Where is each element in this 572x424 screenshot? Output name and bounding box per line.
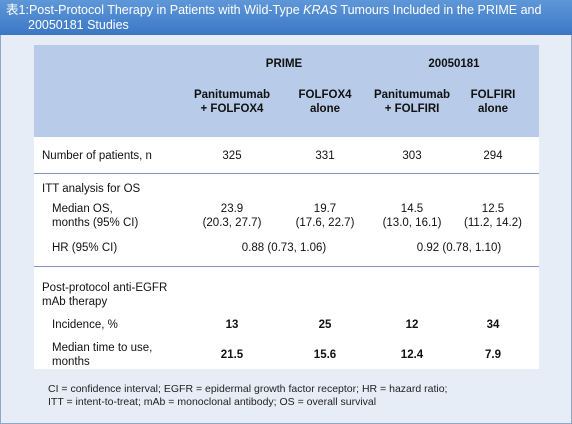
row-label-post-protocol: Post-protocol anti-EGFR mAb therapy	[42, 282, 168, 308]
cell-patients-3: 303	[402, 150, 422, 162]
title-prefix: 表1:	[6, 3, 29, 17]
table-title: 表1:Post-Protocol Therapy in Patients wit…	[6, 3, 566, 33]
table-header	[34, 45, 539, 137]
table-footnote: CI = confidence interval; EGFR = epiderm…	[48, 383, 448, 408]
row-label-hr: HR (95% CI)	[52, 242, 118, 254]
title-bar: 表1:Post-Protocol Therapy in Patients wit…	[0, 0, 572, 35]
cell-incidence-1: 13	[225, 319, 239, 331]
group-header-prime: PRIME	[265, 58, 303, 70]
title-text-part2: Tumours Included in the PRIME and	[337, 3, 542, 17]
row-label-itt: ITT analysis for OS	[42, 183, 141, 195]
row-label-median-os: Median OS, months (95% CI)	[52, 203, 139, 229]
cell-patients-4: 294	[483, 150, 503, 162]
cell-hr-20050181: 0.92 (0.78, 1.10)	[416, 242, 502, 254]
cell-median-time-2: 15.6	[313, 349, 337, 361]
col-header-pan-folfox4: Panitumumab + FOLFOX4	[193, 89, 271, 115]
cell-hr-prime: 0.88 (0.73, 1.06)	[241, 242, 327, 254]
cell-patients-2: 331	[315, 150, 335, 162]
cell-incidence-2: 25	[318, 319, 332, 331]
data-table: PRIME 20050181 Panitumumab + FOLFOX4 FOL…	[34, 45, 539, 369]
group-header-20050181: 20050181	[428, 58, 480, 70]
title-text-part1: Post-Protocol Therapy in Patients with W…	[28, 3, 304, 17]
row-label-incidence: Incidence, %	[52, 319, 118, 331]
cell-median-time-3: 12.4	[400, 349, 424, 361]
cell-patients-1: 325	[222, 150, 242, 162]
col-header-folfiri-alone: FOLFIRI alone	[470, 89, 516, 115]
cell-incidence-3: 12	[405, 319, 419, 331]
cell-incidence-4: 34	[486, 319, 500, 331]
row-label-median-time: Median time to use, months	[52, 342, 153, 368]
cell-median-time-1: 21.5	[220, 349, 244, 361]
cell-median-os-3: 14.5 (13.0, 16.1)	[382, 203, 442, 229]
title-text-line2: 20050181 Studies	[28, 18, 129, 32]
col-header-pan-folfiri: Panitumumab + FOLFIRI	[373, 89, 451, 115]
row-divider	[34, 266, 539, 267]
cell-median-os-2: 19.7 (17.6, 22.7)	[295, 203, 355, 229]
cell-median-os-4: 12.5 (11.2, 14.2)	[464, 203, 522, 229]
cell-median-os-1: 23.9 (20.3, 27.7)	[202, 203, 262, 229]
row-divider	[34, 173, 539, 174]
title-text-kras: KRAS	[303, 3, 338, 17]
col-header-folfox4-alone: FOLFOX4 alone	[298, 89, 352, 115]
cell-median-time-4: 7.9	[485, 349, 501, 361]
row-label-patients: Number of patients, n	[42, 150, 152, 162]
